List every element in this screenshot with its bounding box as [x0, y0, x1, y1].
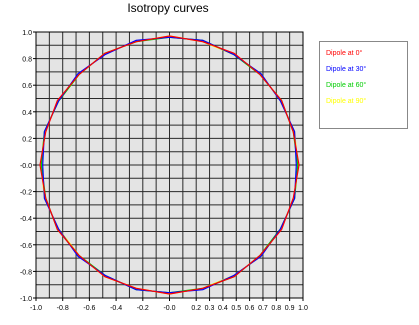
legend-entry: Dipole at 30°	[326, 66, 367, 73]
x-tick-label: 0.5	[231, 305, 241, 312]
y-tick-label: -0.6	[20, 243, 32, 250]
y-tick-label: -0.8	[20, 269, 32, 276]
y-tick-label: 0.8	[22, 57, 32, 64]
x-tick-label: 1.0	[298, 305, 308, 312]
x-tick-label: -0.6	[83, 305, 95, 312]
series-line	[42, 36, 297, 294]
x-tick-label: 0.7	[258, 305, 268, 312]
legend: Dipole at 0° Dipole at 30° Dipole at 60° Di…	[319, 41, 408, 129]
chart-title: Isotropy curves	[127, 1, 209, 15]
y-tick-label: -1.0	[20, 296, 32, 303]
x-tick-label: 0.3	[205, 305, 215, 312]
x-tick-label: 0.9	[285, 305, 295, 312]
x-tick-label: -1.0	[30, 305, 42, 312]
series-line	[39, 35, 300, 295]
legend-entry: Dipole at 90°	[326, 98, 367, 105]
x-tick-label: 0.6	[245, 305, 255, 312]
x-tick-label: 0.2	[191, 305, 201, 312]
y-tick-label: -0.4	[20, 216, 32, 223]
legend-entry: Dipole at 60°	[326, 82, 367, 89]
x-tick-label: -0.8	[57, 305, 69, 312]
x-tick-label: 0.8	[271, 305, 281, 312]
x-tick-label: -0.4	[110, 305, 122, 312]
y-tick-label: 1.0	[22, 30, 32, 37]
x-tick-label: -0.2	[137, 305, 149, 312]
x-tick-label: -0.0	[163, 305, 175, 312]
y-tick-label: 0.4	[22, 110, 32, 117]
y-tick-label: -0.0	[20, 163, 32, 170]
legend-entry: Dipole at 0°	[326, 50, 363, 57]
y-tick-label: 0.6	[22, 83, 32, 90]
y-tick-label: -0.2	[20, 190, 32, 197]
y-tick-label: 0.2	[22, 136, 32, 143]
x-tick-label: 0.4	[218, 305, 228, 312]
